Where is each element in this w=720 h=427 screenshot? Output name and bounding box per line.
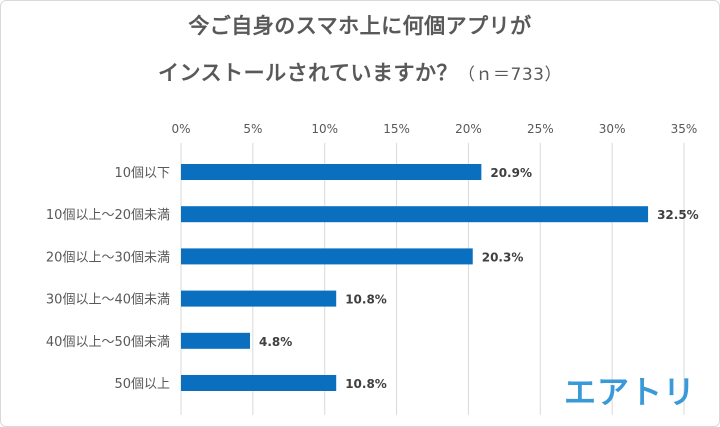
category-label-5: 50個以上 xyxy=(114,377,170,392)
chart-title-line1: 今ご自身のスマホ上に何個アプリが xyxy=(188,14,532,38)
bar-5 xyxy=(181,375,337,391)
bar-value-label-4: 4.8% xyxy=(259,335,292,349)
x-tick-label-5: 25% xyxy=(527,122,554,136)
x-tick-label-7: 35% xyxy=(671,122,698,136)
x-tick-label-0: 0% xyxy=(171,122,190,136)
bar-4 xyxy=(181,332,250,349)
bar-value-label-1: 32.5% xyxy=(657,208,699,222)
x-tick-label-2: 10% xyxy=(311,122,338,136)
bar-value-label-0: 20.9% xyxy=(490,166,532,180)
x-tick-label-6: 30% xyxy=(599,122,626,136)
category-label-3: 30個以上～40個未満 xyxy=(46,293,170,308)
chart-title-question: インストールされていますか？ xyxy=(158,61,458,85)
bar-3 xyxy=(181,290,337,307)
bar-1 xyxy=(181,206,649,223)
x-tick-label-3: 15% xyxy=(383,122,410,136)
bar-value-label-3: 10.8% xyxy=(345,293,387,307)
category-label-4: 40個以上～50個未満 xyxy=(46,335,170,350)
chart-title-line2: インストールされていますか？（ｎ＝733） xyxy=(0,57,720,87)
bar-0 xyxy=(181,164,482,180)
x-tick-label-1: 5% xyxy=(243,122,262,136)
airtrip-logo: エアトリ xyxy=(563,373,696,411)
category-label-0: 10個以下 xyxy=(114,166,170,181)
bar-value-label-2: 20.3% xyxy=(482,250,524,264)
bar-value-label-5: 10.8% xyxy=(345,377,387,391)
category-label-2: 20個以上～30個未満 xyxy=(46,250,170,265)
category-label-1: 10個以上～20個未満 xyxy=(46,208,170,223)
bar-2 xyxy=(181,248,473,265)
x-tick-label-4: 20% xyxy=(455,122,482,136)
chart-title-sample-size: （ｎ＝733） xyxy=(458,65,562,85)
